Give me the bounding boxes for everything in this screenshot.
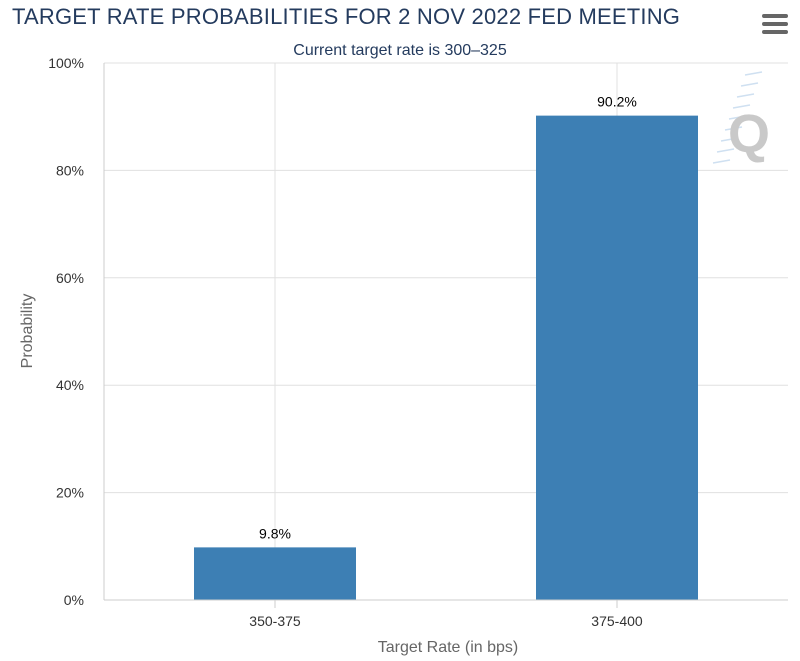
watermark-stripe xyxy=(712,159,731,164)
hamburger-menu-icon[interactable] xyxy=(762,14,788,38)
y-axis-title: Probability xyxy=(19,294,36,369)
watermark-stripe xyxy=(720,137,739,142)
bar-350-375 xyxy=(194,547,356,600)
data-label: 9.8% xyxy=(259,525,291,541)
x-tick-label: 350-375 xyxy=(249,613,301,629)
watermark-stripe xyxy=(728,115,747,120)
y-tick-label: 100% xyxy=(48,55,84,71)
data-labels: 9.8% 90.2% xyxy=(259,94,637,542)
chart-title: TARGET RATE PROBABILITIES FOR 2 NOV 2022… xyxy=(12,4,681,29)
watermark-q-letter: Q xyxy=(728,104,770,164)
chart-subtitle: Current target rate is 300–325 xyxy=(293,42,507,59)
data-label: 90.2% xyxy=(597,94,637,110)
bar-series xyxy=(194,115,698,600)
watermark-stripe xyxy=(736,93,755,98)
watermark-stripe xyxy=(740,82,759,87)
watermark-stripe xyxy=(716,148,735,153)
x-axis-title: Target Rate (in bps) xyxy=(378,639,519,656)
cme-q-logo-icon: Q xyxy=(712,71,770,164)
y-tick-label: 0% xyxy=(64,592,84,608)
watermark-stripe xyxy=(732,104,751,109)
bar-375-400 xyxy=(536,115,698,600)
watermark-stripe xyxy=(744,71,763,76)
y-tick-label: 60% xyxy=(56,270,84,286)
axes: 0% 20% 40% 60% 80% 100% 350-375 375-400 xyxy=(48,55,788,629)
y-tick-label: 80% xyxy=(56,162,84,178)
watermark-stripe xyxy=(724,126,743,131)
y-tick-label: 20% xyxy=(56,485,84,501)
x-tick-label: 375-400 xyxy=(591,613,643,629)
y-tick-label: 40% xyxy=(56,377,84,393)
